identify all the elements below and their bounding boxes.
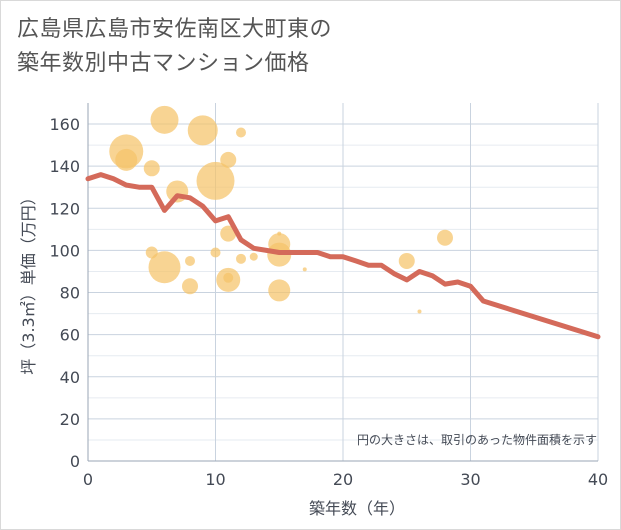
trend-line: [85, 172, 601, 340]
x-tick-label: 30: [460, 470, 480, 489]
y-tick-label: 0: [70, 452, 80, 471]
bubble-point: [143, 160, 160, 177]
tick-labels: 0 20 40 60 80 100 120 140 160 0 10 20 30 40: [49, 115, 608, 489]
bubble-point: [220, 225, 237, 242]
x-tick-label: 0: [83, 470, 93, 489]
bubble-point: [398, 252, 415, 269]
bubble-point: [249, 252, 258, 261]
title-line-2: 築年数別中古マンション価格: [17, 51, 310, 76]
bubble-point: [210, 247, 221, 258]
y-tick-label: 20: [60, 410, 80, 429]
y-axis-label: 坪（3.3㎡）単価（万円）: [19, 189, 38, 374]
bubble-point: [437, 229, 453, 246]
chart-title: 広島県広島市安佐南区大町東の 築年数別中古マンション価格: [17, 13, 332, 81]
bubble-point: [115, 148, 138, 171]
bubble-point: [220, 151, 237, 168]
bubble-point: [150, 105, 179, 134]
x-tick-label: 20: [333, 470, 353, 489]
y-tick-label: 60: [60, 326, 80, 345]
y-tick-label: 160: [49, 115, 80, 134]
y-tick-label: 80: [60, 284, 80, 303]
bubble-point: [148, 251, 181, 284]
bubble-point: [236, 253, 246, 264]
bubble-size-note: 円の大きさは、取引のあった物件面積を示す: [357, 432, 597, 447]
bubble-point: [187, 115, 218, 146]
bubble-point: [302, 267, 307, 272]
y-tick-label: 120: [49, 199, 80, 218]
x-axis-label: 築年数（年）: [309, 499, 405, 518]
bubble-point: [185, 255, 195, 266]
y-tick-label: 140: [49, 157, 80, 176]
x-tick-label: 40: [588, 470, 608, 489]
bubble-point: [268, 279, 291, 302]
bubble-series: [109, 105, 453, 314]
title-line-1: 広島県広島市安佐南区大町東の: [17, 17, 333, 42]
grid-lines: [87, 103, 599, 462]
y-tick-label: 40: [60, 368, 80, 387]
bubble-point: [196, 161, 235, 200]
bubble-point: [417, 309, 422, 314]
bubble-point: [216, 267, 241, 292]
x-tick-label: 10: [205, 470, 225, 489]
bubble-point: [182, 278, 198, 295]
bubble-point: [236, 127, 246, 138]
trend-series: [85, 172, 601, 340]
y-tick-label: 100: [49, 241, 80, 260]
